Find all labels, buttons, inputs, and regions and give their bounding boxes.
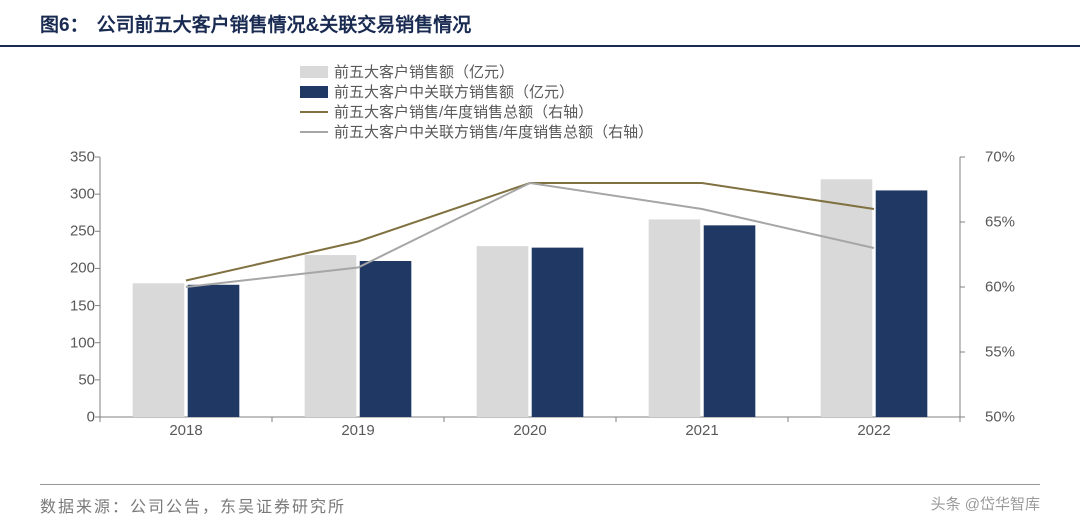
y-left-tick: 50 xyxy=(40,371,95,388)
x-tick: 2020 xyxy=(513,422,546,439)
y-right-tick: 65% xyxy=(985,214,1040,231)
bar-top5_sales xyxy=(477,246,529,417)
y-right-tick: 55% xyxy=(985,344,1040,361)
x-axis-labels: 2018 2019 2020 2021 2022 xyxy=(100,422,960,447)
y-left-tick: 200 xyxy=(40,260,95,277)
y-left-tick: 100 xyxy=(40,334,95,351)
legend: 前五大客户销售额（亿元）前五大客户中关联方销售额（亿元）前五大客户销售/年度销售… xyxy=(300,62,653,142)
legend-label: 前五大客户销售额（亿元） xyxy=(334,61,514,82)
bar-related_sales xyxy=(532,248,584,417)
x-tick: 2021 xyxy=(685,422,718,439)
bar-related_sales xyxy=(704,225,756,417)
chart-area: 前五大客户销售额（亿元）前五大客户中关联方销售额（亿元）前五大客户销售/年度销售… xyxy=(40,57,1040,457)
line-related_ratio xyxy=(186,183,874,287)
legend-item: 前五大客户销售/年度销售总额（右轴） xyxy=(300,102,653,121)
legend-swatch xyxy=(300,86,328,98)
x-tick: 2019 xyxy=(341,422,374,439)
bar-top5_sales xyxy=(649,219,701,417)
bar-top5_sales xyxy=(821,179,873,417)
x-tick: 2022 xyxy=(857,422,890,439)
y-right-tick: 70% xyxy=(985,149,1040,166)
legend-item: 前五大客户中关联方销售/年度销售总额（右轴） xyxy=(300,122,653,141)
bar-related_sales xyxy=(188,285,240,417)
y-left-tick: 150 xyxy=(40,297,95,314)
legend-line-marker xyxy=(300,111,328,113)
footer-row: 数据来源：公司公告，东吴证券研究所 头条 @岱华智库 xyxy=(40,484,1040,517)
legend-label: 前五大客户中关联方销售/年度销售总额（右轴） xyxy=(334,121,653,142)
legend-item: 前五大客户中关联方销售额（亿元） xyxy=(300,82,653,101)
bar-top5_sales xyxy=(305,255,357,417)
legend-label: 前五大客户销售/年度销售总额（右轴） xyxy=(334,101,593,122)
line-top5_ratio xyxy=(186,183,874,281)
legend-line-marker xyxy=(300,131,328,133)
chart-svg xyxy=(100,157,960,427)
title-row: 图6： 公司前五大客户销售情况&关联交易销售情况 xyxy=(0,0,1080,47)
y-right-tick: 50% xyxy=(985,409,1040,426)
figure-number: 图6： xyxy=(40,10,89,37)
y-left-tick: 0 xyxy=(40,409,95,426)
y-left-tick: 350 xyxy=(40,149,95,166)
plot-region xyxy=(100,157,960,417)
y-left-tick: 300 xyxy=(40,186,95,203)
bar-top5_sales xyxy=(133,283,185,417)
x-tick: 2018 xyxy=(169,422,202,439)
bar-related_sales xyxy=(360,261,412,417)
y-left-axis-labels: 050100150200250300350 xyxy=(40,157,95,417)
legend-item: 前五大客户销售额（亿元） xyxy=(300,62,653,81)
legend-swatch xyxy=(300,66,328,78)
watermark: 头条 @岱华智库 xyxy=(931,493,1040,517)
figure-title: 公司前五大客户销售情况&关联交易销售情况 xyxy=(97,10,472,37)
data-source: 数据来源：公司公告，东吴证券研究所 xyxy=(40,493,346,517)
y-right-axis-labels: 50%55%60%65%70% xyxy=(985,157,1040,417)
y-left-tick: 250 xyxy=(40,223,95,240)
bar-related_sales xyxy=(876,190,928,417)
y-right-tick: 60% xyxy=(985,279,1040,296)
legend-label: 前五大客户中关联方销售额（亿元） xyxy=(334,81,574,102)
